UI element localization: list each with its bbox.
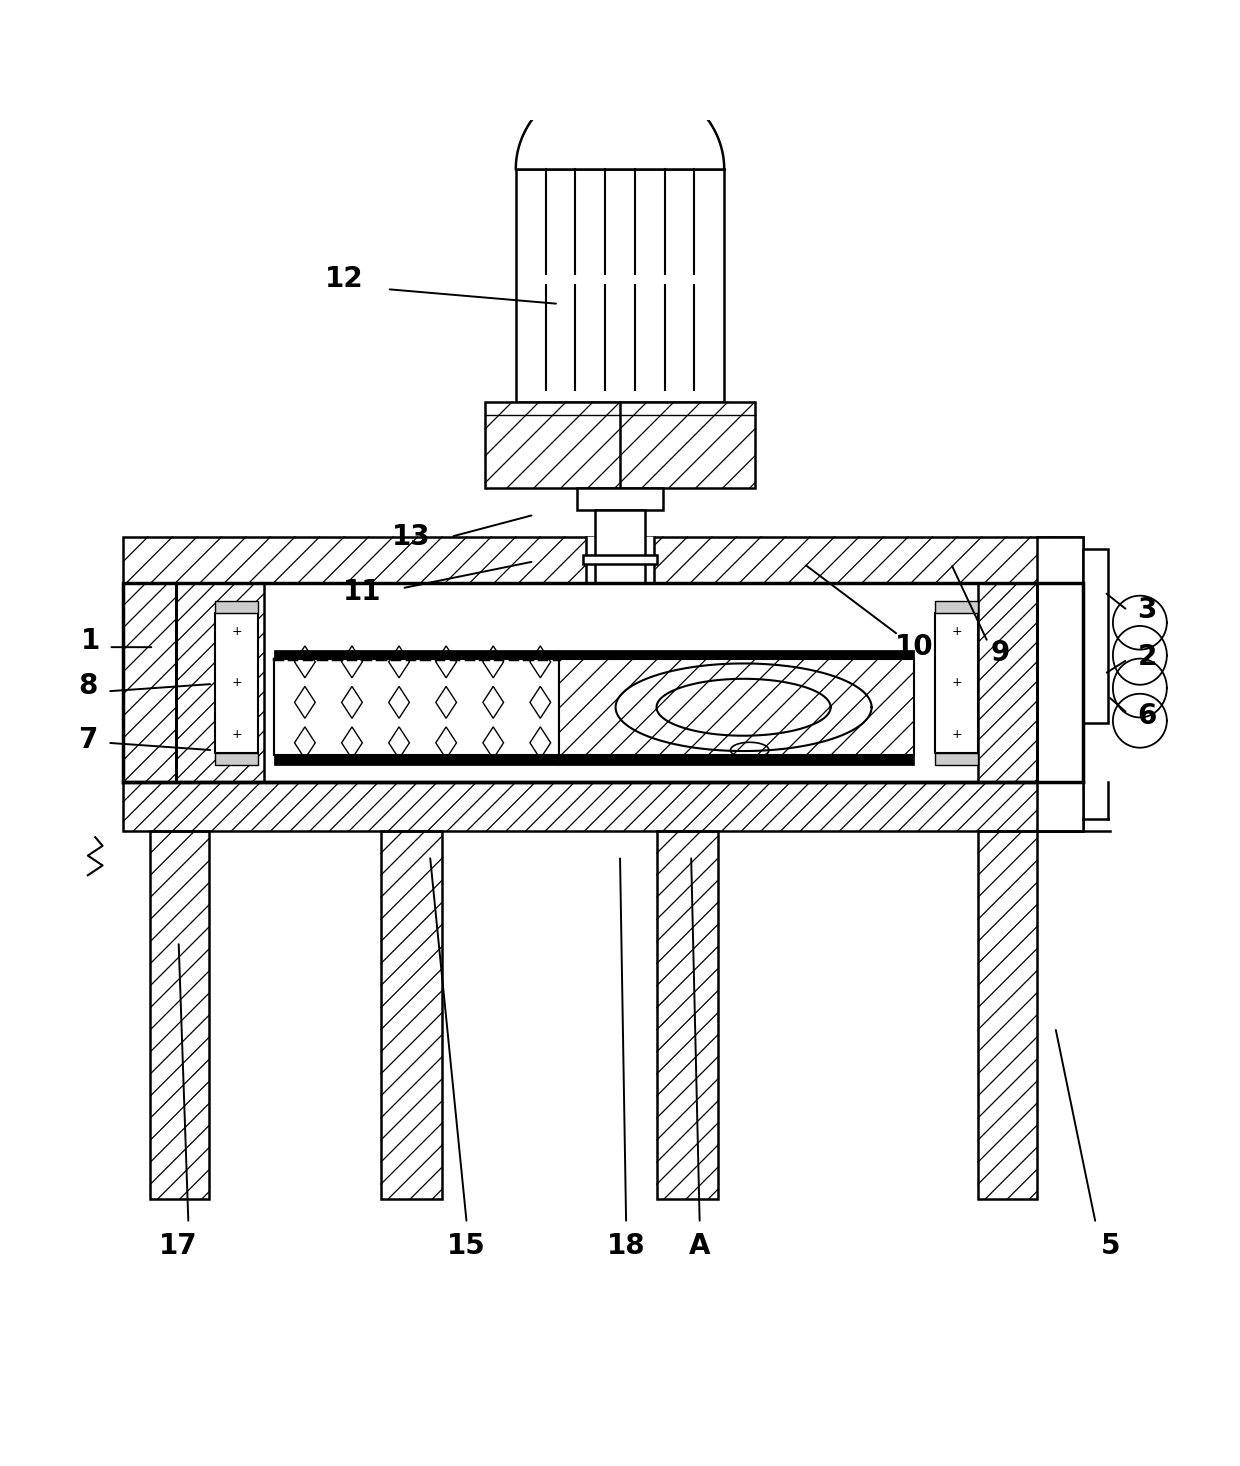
Text: 12: 12 xyxy=(325,265,363,293)
Bar xyxy=(559,755,914,765)
Polygon shape xyxy=(978,831,1037,1199)
Bar xyxy=(935,613,978,752)
Bar xyxy=(583,556,657,564)
Bar xyxy=(124,537,1084,583)
Text: +: + xyxy=(232,727,242,740)
Polygon shape xyxy=(485,402,755,488)
Polygon shape xyxy=(124,781,1084,831)
Bar xyxy=(978,583,1037,781)
Bar xyxy=(1037,537,1084,831)
Text: 6: 6 xyxy=(1137,702,1157,730)
Bar xyxy=(176,583,1037,781)
Text: +: + xyxy=(951,625,962,638)
Polygon shape xyxy=(559,660,914,755)
Bar xyxy=(577,488,663,510)
Bar xyxy=(124,583,1084,781)
Bar xyxy=(124,583,176,781)
Polygon shape xyxy=(264,583,978,781)
Polygon shape xyxy=(176,583,1037,781)
Text: 1: 1 xyxy=(81,627,100,655)
Bar xyxy=(216,601,258,613)
Text: 8: 8 xyxy=(78,673,98,701)
Bar xyxy=(657,831,718,1199)
Polygon shape xyxy=(150,831,210,1199)
Polygon shape xyxy=(585,537,655,583)
Polygon shape xyxy=(657,831,718,1199)
Text: 5: 5 xyxy=(1101,1231,1120,1259)
Bar xyxy=(381,831,443,1199)
Polygon shape xyxy=(124,583,176,781)
Text: 7: 7 xyxy=(78,726,98,755)
Bar xyxy=(216,752,258,765)
Bar xyxy=(559,649,914,660)
Bar xyxy=(150,831,210,1199)
Bar xyxy=(559,660,914,755)
Bar xyxy=(124,781,1084,831)
Bar xyxy=(274,755,559,765)
Text: 15: 15 xyxy=(448,1231,486,1259)
Bar xyxy=(274,649,559,660)
Text: 3: 3 xyxy=(1137,597,1157,625)
Bar xyxy=(216,613,258,752)
Text: +: + xyxy=(951,727,962,740)
Bar xyxy=(595,510,645,583)
Bar xyxy=(978,831,1037,1199)
Bar xyxy=(1037,583,1084,781)
Polygon shape xyxy=(124,537,1084,583)
Polygon shape xyxy=(176,583,264,781)
Text: +: + xyxy=(951,676,962,689)
Polygon shape xyxy=(516,78,724,169)
Polygon shape xyxy=(381,831,443,1199)
Bar xyxy=(935,752,978,765)
Text: 2: 2 xyxy=(1137,644,1157,671)
Polygon shape xyxy=(978,583,1037,781)
Text: 18: 18 xyxy=(606,1231,646,1259)
Text: A: A xyxy=(689,1231,711,1259)
Text: +: + xyxy=(232,676,242,689)
Bar xyxy=(485,402,755,488)
Bar xyxy=(935,601,978,613)
Text: +: + xyxy=(232,625,242,638)
Polygon shape xyxy=(1037,583,1084,781)
Text: 17: 17 xyxy=(159,1231,198,1259)
Text: 10: 10 xyxy=(895,633,934,661)
Text: 13: 13 xyxy=(392,523,430,551)
Text: 9: 9 xyxy=(991,639,1009,667)
Bar xyxy=(516,169,724,402)
Bar xyxy=(274,660,559,755)
Bar xyxy=(176,583,264,781)
Text: 11: 11 xyxy=(343,578,382,605)
Bar xyxy=(1084,550,1109,723)
